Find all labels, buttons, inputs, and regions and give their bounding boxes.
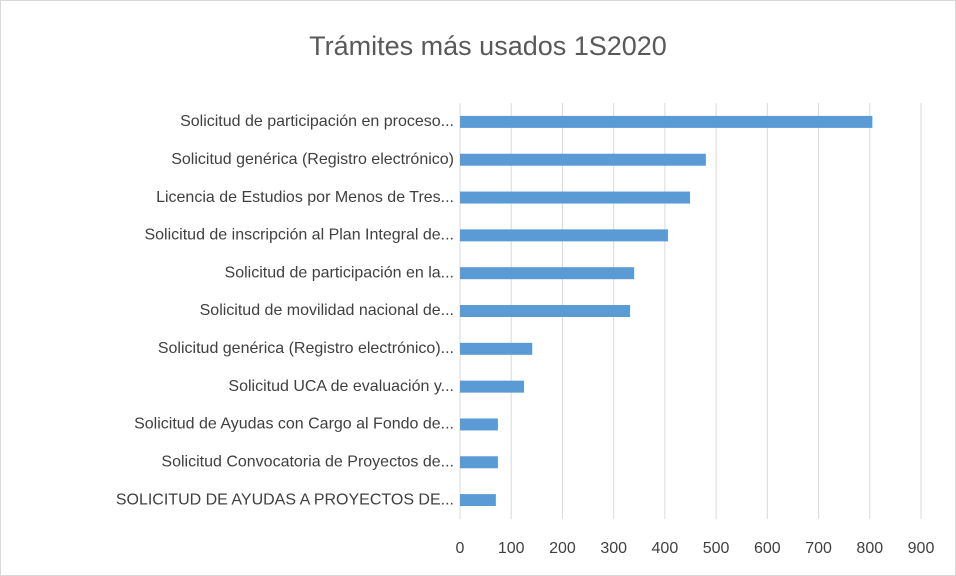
- y-tick-label: Licencia de Estudios por Menos de Tres..…: [156, 189, 454, 206]
- y-tick-label: Solicitud de Ayudas con Cargo al Fondo d…: [134, 416, 454, 433]
- y-tick-label: Solicitud genérica (Registro electrónico…: [171, 151, 454, 168]
- x-tick-label: 500: [703, 540, 730, 557]
- y-tick-label: Solicitud de inscripción al Plan Integra…: [144, 227, 454, 244]
- bar: [460, 342, 533, 355]
- y-tick-label: Solicitud de participación en proceso...: [180, 113, 454, 130]
- chart-title: Trámites más usados 1S2020: [309, 31, 667, 61]
- bar: [460, 267, 635, 280]
- x-tick-label: 900: [908, 540, 935, 557]
- y-tick-label: Solicitud Convocatoria de Proyectos de..…: [161, 453, 454, 470]
- bar: [460, 115, 873, 128]
- y-tick-label: SOLICITUD DE AYUDAS A PROYECTOS DE...: [116, 491, 454, 508]
- bar: [460, 456, 498, 469]
- x-tick-label: 100: [498, 540, 525, 557]
- x-tick-label: 600: [754, 540, 781, 557]
- x-tick-label: 300: [600, 540, 627, 557]
- x-tick-label: 400: [652, 540, 679, 557]
- y-tick-label: Solicitud UCA de evaluación y...: [228, 378, 454, 395]
- y-tick-label: Solicitud genérica (Registro electrónico…: [158, 340, 454, 357]
- x-tick-label: 800: [856, 540, 883, 557]
- x-tick-label: 0: [456, 540, 465, 557]
- bar: [460, 305, 631, 317]
- bar: [460, 229, 668, 242]
- bar: [460, 494, 496, 507]
- y-tick-label: Solicitud de movilidad nacional de...: [200, 302, 454, 319]
- bar: [460, 191, 690, 204]
- bar: [460, 418, 498, 431]
- bar: [460, 380, 525, 393]
- bar: [460, 153, 706, 166]
- y-tick-label: Solicitud de participación en la...: [225, 264, 454, 281]
- x-tick-label: 700: [805, 540, 832, 557]
- x-tick-label: 200: [549, 540, 576, 557]
